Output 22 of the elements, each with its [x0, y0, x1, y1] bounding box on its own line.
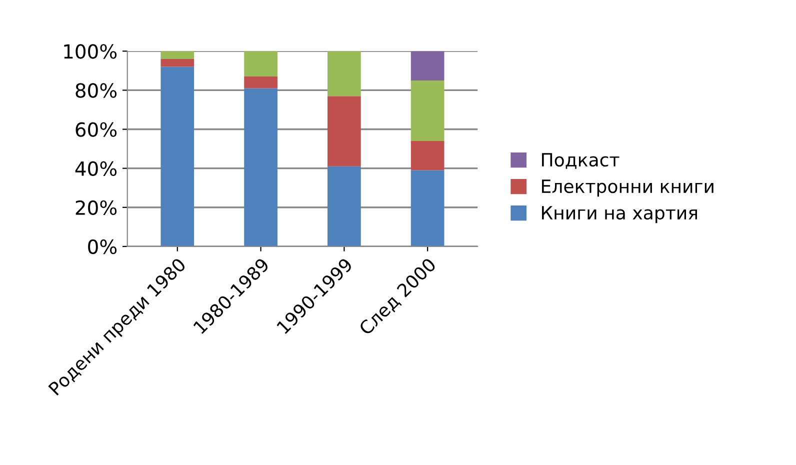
y-tick-label: 40% — [75, 161, 117, 176]
y-tick-label: 100% — [64, 44, 117, 59]
y-tick-label: 0% — [88, 239, 117, 254]
bar — [410, 80, 444, 141]
bar — [410, 51, 444, 80]
legend-label: Електронни книги — [542, 180, 714, 197]
bar — [327, 166, 361, 246]
y-tick-label: 20% — [76, 200, 117, 216]
bar — [244, 88, 278, 246]
bar — [410, 170, 444, 246]
bar — [160, 58, 194, 67]
legend-label: Книги на хартия — [542, 206, 697, 224]
bar — [160, 66, 194, 246]
legend-label: Подкаст — [542, 153, 620, 169]
bar — [244, 51, 278, 77]
bar — [327, 96, 361, 166]
bar — [410, 140, 444, 170]
y-tick-label: 80% — [76, 83, 117, 98]
bar — [160, 51, 194, 59]
y-tick-label: 60% — [76, 122, 117, 137]
bar — [327, 51, 361, 96]
bar — [244, 76, 278, 88]
